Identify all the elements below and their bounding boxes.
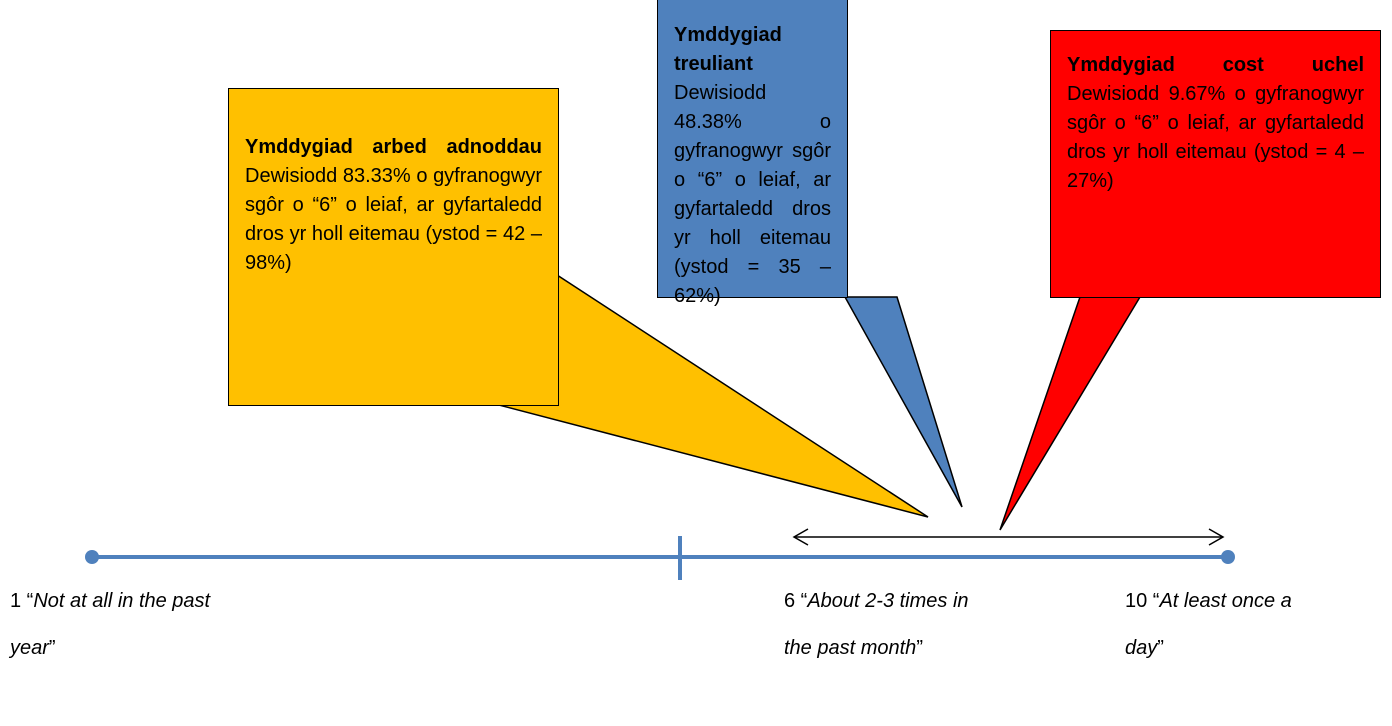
callout-body: Dewisiodd 9.67% o gyfranogwyr sgôr o “6”… (1067, 83, 1364, 192)
callout-tail (999, 296, 1142, 531)
scale-label-part: ” (916, 637, 923, 659)
scale-label-part: 6 “ (784, 590, 808, 612)
callout-title: Ymddygiad treuliant (674, 24, 782, 75)
callout-body: Dewisiodd 48.38% o gyfranogwyr sgôr o “6… (674, 82, 831, 307)
callout-box: Ymddygiad cost uchel Dewisiodd 9.67% o gy… (1050, 30, 1381, 298)
scale-label-part: ” (48, 637, 56, 659)
callout-body: Dewisiodd 83.33% o gyfranogwyr sgôr o “6… (245, 165, 542, 274)
arrow-head (1208, 528, 1225, 546)
scale-label-part: 1 “ (10, 590, 34, 612)
callout-title: Ymddygiad cost uchel (1067, 54, 1364, 76)
callout-title: Ymddygiad arbed adnoddau (245, 136, 542, 158)
arrow-head (792, 528, 809, 546)
scale-label: 10 “At least once a day” (1125, 578, 1295, 672)
scale-end (85, 550, 99, 564)
scale-label-part: About 2-3 times in the past month (784, 590, 969, 659)
callout-box: Ymddygiad treuliant Dewisiodd 48.38% o gy… (657, 0, 848, 307)
callout-tail (843, 296, 963, 508)
callout-box: Ymddygiad arbed adnoddau Dewisiodd 83.33%… (228, 88, 559, 406)
scale-label-part: Not at all in the past year (10, 590, 211, 659)
scale-label-part: At least once a day (1125, 590, 1292, 659)
scale-label-part: ” (1157, 637, 1164, 659)
scale-label: 6 “About 2-3 times in the past month” (784, 578, 984, 672)
scale-label-part: 10 “ (1125, 590, 1160, 612)
scale-end (1221, 550, 1235, 564)
scale-label: 1 “Not at all in the past year” (10, 578, 225, 672)
